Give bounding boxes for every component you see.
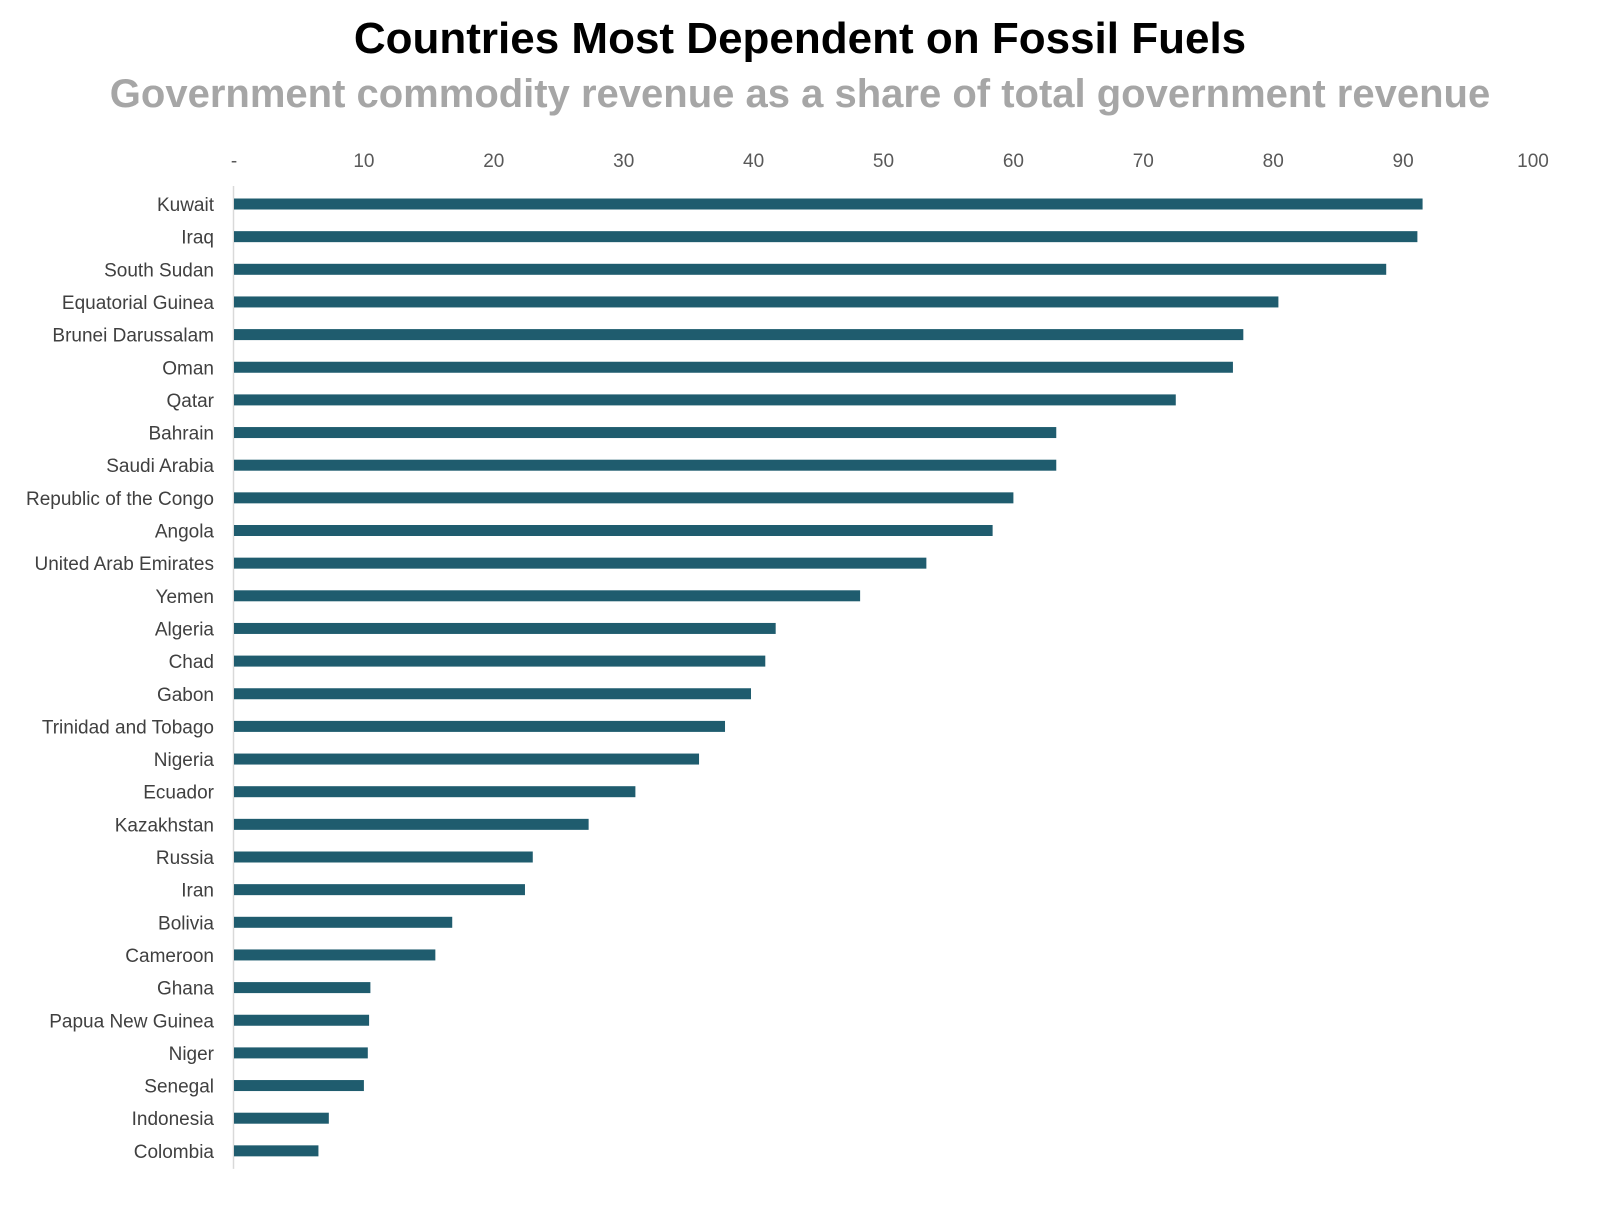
bar	[234, 818, 589, 830]
category-label: Ghana	[157, 979, 214, 1000]
bar	[234, 1145, 319, 1157]
category-label: Equatorial Guinea	[62, 293, 215, 314]
bar	[234, 688, 752, 700]
category-label: Brunei Darussalam	[52, 326, 214, 347]
category-label: Kuwait	[157, 195, 215, 216]
category-label: Cameroon	[125, 946, 214, 967]
chart-title: Countries Most Dependent on Fossil Fuels	[353, 14, 1247, 63]
category-label: Colombia	[134, 1142, 215, 1163]
category-labels: Kuwait Iraq South Sudan Equatorial Guinea Br…	[26, 195, 215, 1163]
category-label: Nigeria	[154, 750, 215, 771]
bar	[234, 655, 766, 667]
category-label: Saudi Arabia	[106, 456, 214, 477]
category-label: Oman	[162, 358, 214, 379]
bar	[234, 427, 1057, 439]
bar	[234, 622, 776, 634]
x-tick-label: 60	[1003, 151, 1024, 172]
category-label: Niger	[169, 1044, 215, 1065]
bar	[234, 329, 1244, 341]
x-tick-label: 100	[1517, 151, 1549, 172]
category-label: Bolivia	[158, 913, 214, 934]
bar	[234, 492, 1014, 504]
category-label: Bahrain	[149, 424, 215, 445]
category-label: Senegal	[144, 1077, 214, 1098]
x-tick-label: 40	[743, 151, 764, 172]
bar	[234, 884, 525, 896]
bars-group	[234, 198, 1423, 1157]
bar	[234, 231, 1418, 243]
x-tick-label: 50	[873, 151, 894, 172]
chart-subtitle: Government commodity revenue as a share …	[109, 72, 1491, 116]
x-tick-label: 20	[483, 151, 504, 172]
category-label: Republic of the Congo	[26, 489, 214, 510]
category-label: Ecuador	[143, 783, 214, 804]
category-label: Kazakhstan	[115, 815, 214, 836]
category-label: Qatar	[166, 391, 214, 412]
bar	[234, 949, 436, 961]
bar	[234, 361, 1233, 373]
bar	[234, 557, 927, 569]
bar	[234, 916, 453, 928]
x-tick-label: 70	[1133, 151, 1154, 172]
category-label: Gabon	[157, 685, 214, 706]
category-label: South Sudan	[104, 260, 214, 281]
bar	[234, 1080, 364, 1092]
x-tick-label: -	[231, 151, 237, 172]
category-label: Angola	[155, 522, 215, 543]
bar	[234, 394, 1176, 406]
x-tick-label: 90	[1393, 151, 1414, 172]
category-label: United Arab Emirates	[34, 554, 214, 575]
bar	[234, 590, 861, 602]
bar	[234, 1112, 329, 1124]
bar	[234, 198, 1423, 210]
category-label: Chad	[169, 652, 214, 673]
category-label: Iraq	[181, 228, 214, 249]
x-tick-label: 10	[353, 151, 374, 172]
bar	[234, 459, 1057, 471]
bar	[234, 851, 533, 863]
category-label: Papua New Guinea	[49, 1011, 214, 1032]
x-tick-label: 80	[1263, 151, 1284, 172]
bar	[234, 786, 636, 798]
bar	[234, 982, 371, 994]
category-label: Algeria	[155, 619, 215, 640]
category-label: Trinidad and Tobago	[42, 717, 214, 738]
bar	[234, 263, 1387, 275]
bar	[234, 753, 700, 765]
category-label: Russia	[156, 848, 215, 869]
bar	[234, 720, 726, 732]
bar	[234, 1047, 368, 1059]
x-axis-ticks: - 10 20 30 40 50 60 70 80 90 100	[231, 151, 1549, 172]
bar	[234, 1014, 370, 1026]
bar	[234, 296, 1279, 308]
category-label: Iran	[181, 881, 214, 902]
x-tick-label: 30	[613, 151, 634, 172]
category-label: Yemen	[156, 587, 214, 608]
category-label: Indonesia	[132, 1109, 215, 1130]
bar	[234, 525, 993, 536]
